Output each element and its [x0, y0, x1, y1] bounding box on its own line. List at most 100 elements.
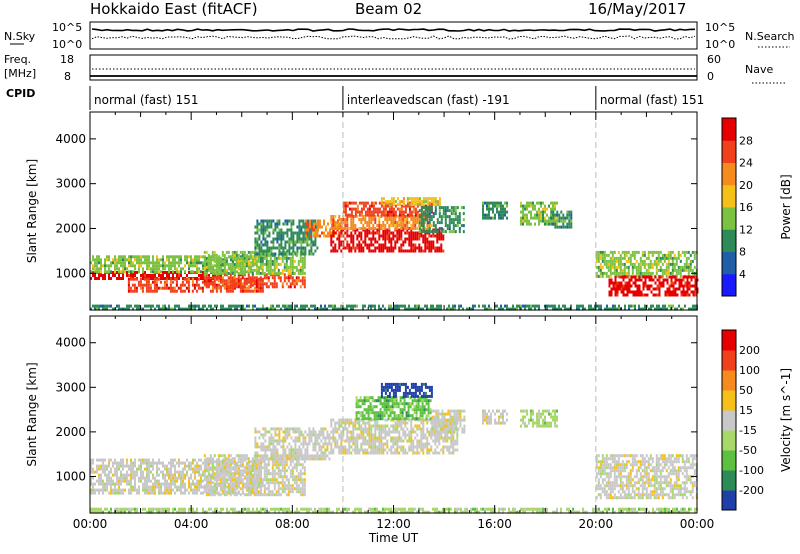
data-cell: [406, 237, 409, 241]
data-cell: [150, 307, 152, 311]
data-cell: [303, 466, 306, 470]
data-cell: [151, 280, 154, 284]
data-cell: [428, 206, 431, 210]
data-cell: [374, 237, 377, 241]
data-cell: [613, 271, 616, 275]
data-cell: [130, 491, 132, 495]
data-cell: [120, 488, 122, 492]
data-cell: [205, 463, 208, 467]
data-cell: [370, 237, 373, 241]
data-cell: [388, 234, 391, 238]
data-cell: [267, 472, 270, 476]
data-cell: [662, 278, 665, 282]
data-cell: [312, 304, 314, 308]
data-cell: [164, 277, 166, 280]
data-cell: [126, 476, 128, 480]
data-cell: [265, 282, 268, 286]
data-cell: [362, 201, 365, 205]
data-cell: [428, 212, 431, 216]
data-cell: [118, 461, 120, 465]
data-cell: [138, 491, 140, 495]
data-cell: [243, 493, 246, 497]
data-cell: [283, 256, 286, 260]
data-cell: [198, 485, 200, 489]
data-cell: [303, 279, 306, 283]
data-cell: [280, 252, 283, 256]
data-cell: [299, 475, 302, 479]
data-cell: [184, 255, 186, 259]
data-cell: [92, 267, 94, 271]
data-cell: [422, 230, 425, 234]
data-cell: [422, 197, 425, 201]
data-cell: [182, 277, 184, 280]
data-cell: [633, 262, 636, 266]
data-cell: [408, 240, 411, 244]
data-cell: [195, 289, 198, 293]
data-cell: [668, 290, 671, 294]
data-cell: [548, 204, 550, 208]
data-cell: [346, 221, 349, 224]
data-cell: [247, 262, 250, 266]
data-cell: [668, 275, 671, 279]
data-cell: [192, 304, 194, 308]
data-cell: [428, 209, 431, 213]
data-cell: [556, 201, 558, 205]
data-cell: [424, 227, 427, 230]
data-cell: [412, 307, 414, 311]
data-cell: [241, 256, 244, 260]
data-cell: [245, 472, 248, 476]
data-cell: [376, 228, 379, 232]
data-cell: [652, 304, 654, 308]
data-cell: [414, 210, 417, 214]
data-cell: [106, 473, 108, 477]
data-cell: [216, 479, 218, 483]
data-cell: [158, 458, 160, 462]
data-cell: [637, 262, 640, 266]
data-cell: [693, 250, 696, 254]
data-cell: [100, 264, 102, 268]
data-cell: [334, 224, 337, 227]
data-cell: [524, 304, 526, 308]
data-cell: [506, 210, 508, 214]
data-cell: [211, 280, 214, 284]
data-cell: [448, 307, 450, 311]
data-cell: [174, 264, 176, 268]
data-cell: [128, 274, 130, 277]
data-cell: [538, 207, 540, 211]
data-cell: [524, 204, 526, 208]
data-cell: [196, 488, 198, 492]
data-cell: [671, 262, 674, 266]
data-cell: [534, 222, 536, 226]
data-cell: [258, 255, 260, 259]
data-cell: [241, 282, 244, 286]
data-cell: [658, 275, 661, 279]
data-cell: [303, 256, 306, 260]
data-cell: [258, 473, 260, 477]
data-cell: [607, 268, 610, 272]
data-cell: [364, 243, 367, 247]
data-cell: [538, 222, 540, 226]
data-cell: [520, 307, 522, 311]
data-cell: [400, 213, 403, 217]
data-cell: [204, 304, 206, 308]
data-cell: [366, 221, 369, 224]
data-cell: [158, 491, 160, 495]
data-cell: [675, 259, 678, 263]
data-cell: [259, 279, 262, 283]
data-cell: [676, 278, 679, 282]
data-cell: [426, 243, 429, 247]
data-cell: [328, 304, 330, 308]
data-cell: [148, 470, 150, 474]
data-cell: [229, 460, 232, 464]
data-cell: [182, 479, 184, 483]
data-cell: [295, 478, 298, 482]
data-cell: [108, 267, 110, 271]
data-cell: [611, 262, 614, 266]
data-cell: [213, 285, 216, 289]
data-cell: [268, 307, 270, 311]
data-cell: [265, 262, 268, 266]
data-cell: [653, 250, 656, 254]
data-cell: [340, 243, 343, 247]
data-cell: [241, 478, 244, 482]
data-cell: [96, 467, 98, 471]
